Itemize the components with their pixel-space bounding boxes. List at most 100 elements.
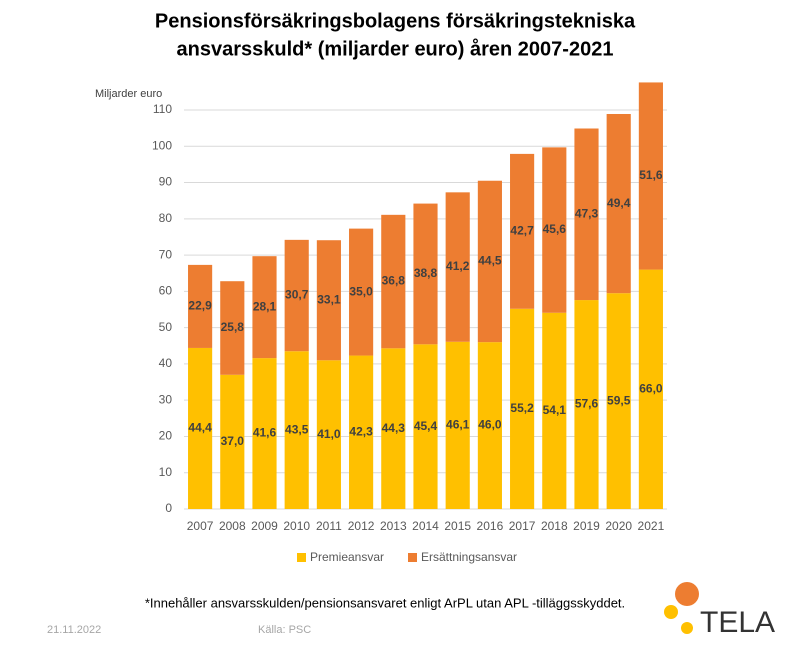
bar-segment (252, 358, 277, 509)
y-tick-label: 60 (159, 284, 173, 298)
x-tick-label: 2008 (219, 519, 246, 533)
data-label: 46,0 (478, 418, 502, 432)
data-label: 49,4 (607, 196, 631, 210)
bar-segment (542, 312, 567, 509)
bar-segment (413, 344, 438, 509)
x-tick-label: 2011 (316, 519, 342, 533)
data-label: 22,9 (188, 299, 212, 313)
logo-text: TELA (700, 606, 775, 639)
x-tick-label: 2010 (283, 519, 310, 533)
bar-segment (316, 360, 341, 509)
x-tick-label: 2020 (605, 519, 632, 533)
y-tick-label: 20 (159, 429, 173, 443)
data-label: 42,7 (510, 224, 534, 238)
data-label: 51,6 (639, 168, 663, 182)
x-tick-label: 2021 (638, 519, 665, 533)
data-label: 66,0 (639, 381, 663, 395)
bar-segment (606, 113, 631, 294)
logo-shape (664, 605, 678, 619)
data-label: 38,8 (414, 266, 438, 280)
data-label: 54,1 (543, 403, 567, 417)
y-tick-label: 30 (159, 392, 173, 406)
bar-segment (638, 82, 663, 270)
data-label: 30,7 (285, 288, 309, 302)
data-label: 36,8 (382, 274, 406, 288)
date: 21.11.2022 (47, 624, 101, 636)
y-tick-label: 0 (165, 501, 172, 515)
data-label: 33,1 (317, 292, 341, 306)
bar-segment (574, 128, 599, 301)
bar-segment (445, 341, 470, 509)
data-label: 25,8 (221, 320, 245, 334)
data-label: 41,2 (446, 259, 470, 273)
bar-segment (284, 239, 309, 352)
bar-segment (349, 355, 374, 509)
data-label: 37,0 (221, 434, 245, 448)
bar-segment (381, 214, 406, 349)
data-label: 46,1 (446, 418, 470, 432)
y-axis-label: Miljarder euro (95, 88, 162, 100)
y-tick-label: 40 (159, 356, 173, 370)
x-tick-label: 2019 (573, 519, 600, 533)
y-tick-label: 70 (159, 247, 173, 261)
bar-segment (188, 347, 213, 509)
y-tick-label: 10 (159, 465, 173, 479)
y-tick-label: 80 (159, 211, 173, 225)
legend-swatch (408, 553, 417, 562)
bar-segment (542, 147, 567, 313)
x-tick-label: 2013 (380, 519, 407, 533)
legend-swatch (297, 553, 306, 562)
x-tick-label: 2012 (348, 519, 375, 533)
bar-segment (445, 192, 470, 342)
bar-segment (220, 374, 245, 509)
x-tick-label: 2007 (187, 519, 214, 533)
bar-segment (638, 269, 663, 509)
y-tick-label: 100 (152, 138, 172, 152)
y-tick-label: 50 (159, 320, 173, 334)
data-label: 42,3 (349, 424, 373, 438)
chart-title: ansvarsskuld* (miljarder euro) åren 2007… (177, 37, 614, 60)
data-label: 59,5 (607, 393, 631, 407)
chart-title: Pensionsförsäkringsbolagens försäkringst… (155, 10, 636, 32)
source: Källa: PSC (258, 624, 311, 636)
bar-segment (381, 348, 406, 509)
data-label: 57,6 (575, 397, 599, 411)
x-tick-label: 2017 (509, 519, 536, 533)
x-tick-label: 2018 (541, 519, 568, 533)
bar-segment (252, 256, 277, 359)
bar-segment (349, 228, 374, 356)
x-tick-label: 2014 (412, 519, 439, 533)
logo-shape (681, 622, 693, 634)
x-tick-label: 2016 (477, 519, 504, 533)
data-label: 45,6 (543, 222, 567, 236)
bar-segment (477, 342, 502, 509)
data-label: 35,0 (349, 284, 373, 298)
data-label: 44,4 (188, 421, 212, 435)
bar-segment (477, 180, 502, 343)
y-tick-label: 110 (153, 102, 172, 116)
legend-label: Premieansvar (310, 550, 384, 564)
y-tick-label: 90 (159, 175, 173, 189)
legend-label: Ersättningsansvar (421, 550, 517, 564)
bar-segment (284, 351, 309, 509)
data-label: 43,5 (285, 422, 309, 436)
data-label: 55,2 (510, 401, 534, 415)
bar-segment (574, 300, 599, 509)
bar-segment (316, 240, 341, 361)
footnote: *Innehåller ansvarsskulden/pensionsansva… (145, 595, 625, 610)
data-label: 28,1 (253, 299, 277, 313)
data-label: 47,3 (575, 206, 599, 220)
logo-shape (675, 582, 699, 606)
bar-segment (413, 203, 438, 345)
logo: TELA (664, 582, 775, 639)
data-label: 41,6 (253, 426, 277, 440)
data-label: 44,3 (382, 421, 406, 435)
bar-segment (510, 153, 535, 309)
data-label: 44,5 (478, 254, 502, 268)
bar-segment (606, 293, 631, 509)
data-label: 41,0 (317, 427, 341, 441)
bar-segment (188, 264, 213, 348)
bar-segment (220, 281, 245, 375)
